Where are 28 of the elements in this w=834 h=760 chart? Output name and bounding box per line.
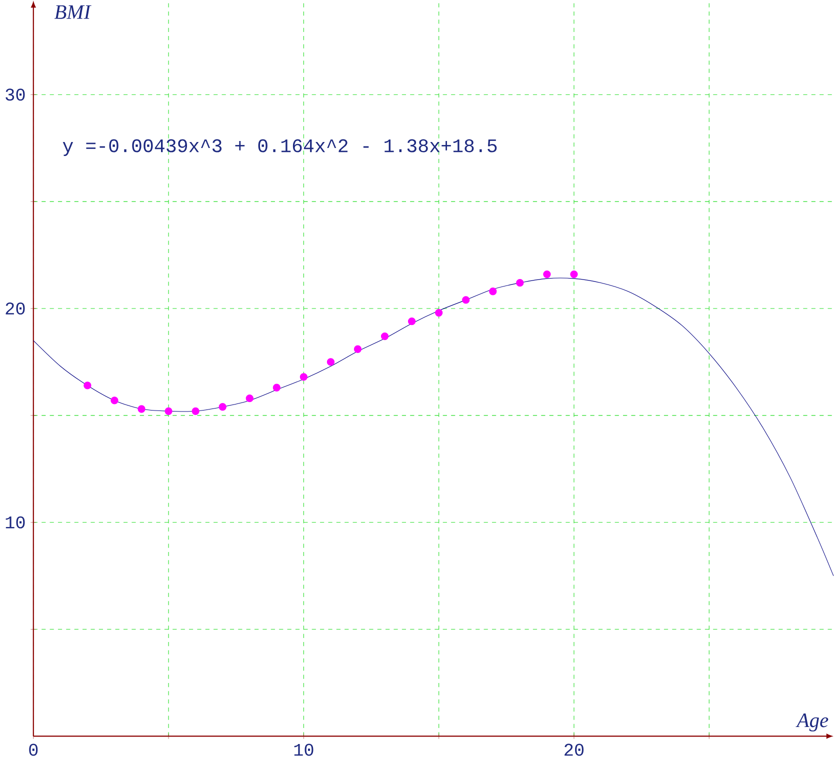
y-tick-label: 10 bbox=[6, 516, 25, 528]
point bbox=[354, 345, 362, 353]
x-tick-label: 0 bbox=[29, 744, 38, 756]
y-tick-label: 30 bbox=[6, 88, 25, 100]
point bbox=[462, 296, 470, 304]
point bbox=[218, 402, 226, 411]
point bbox=[84, 381, 92, 390]
point bbox=[272, 384, 280, 392]
point bbox=[192, 407, 200, 415]
x-tick-label: 10 bbox=[294, 744, 314, 756]
x-tick-label: 20 bbox=[564, 744, 584, 756]
point bbox=[326, 358, 335, 366]
annotation: y =-0.00439x^3 + 0.164x^2 - 1.38x+18.5 bbox=[62, 139, 497, 156]
y-tick-label: 20 bbox=[6, 302, 25, 314]
point bbox=[543, 270, 551, 278]
point bbox=[570, 270, 578, 278]
point bbox=[516, 278, 524, 286]
point bbox=[435, 308, 443, 316]
point bbox=[489, 287, 497, 296]
point bbox=[408, 317, 416, 325]
point bbox=[164, 407, 172, 415]
x-axis-title: Age bbox=[796, 713, 828, 732]
y-axis-title: BMI bbox=[54, 5, 92, 19]
point bbox=[246, 394, 254, 402]
point bbox=[110, 396, 118, 404]
point bbox=[380, 332, 389, 340]
point bbox=[138, 405, 146, 413]
point bbox=[300, 372, 308, 381]
